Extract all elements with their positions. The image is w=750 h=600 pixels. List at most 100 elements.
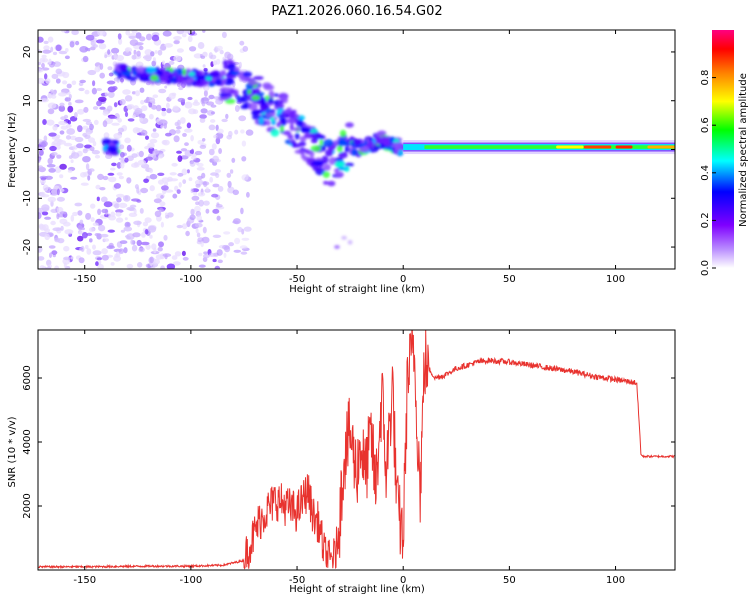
noise-blob xyxy=(175,129,181,134)
noise-blob xyxy=(51,73,59,80)
noise-blob xyxy=(217,185,224,192)
noise-blob xyxy=(49,252,52,258)
noise-blob xyxy=(44,233,50,241)
noise-blob xyxy=(70,159,74,163)
noise-blob xyxy=(52,51,58,56)
noise-blob xyxy=(179,117,186,124)
noise-blob xyxy=(176,48,184,53)
noise-blob xyxy=(103,132,110,139)
noise-blob xyxy=(43,40,49,45)
noise-blob xyxy=(63,114,69,119)
noise-blob xyxy=(145,244,151,250)
ridge-blob xyxy=(338,151,348,159)
noise-blob xyxy=(189,161,196,167)
noise-blob xyxy=(108,72,114,77)
noise-blob xyxy=(131,30,138,34)
band-core xyxy=(424,145,675,149)
noise-blob xyxy=(82,156,91,163)
noise-blob xyxy=(159,201,166,207)
noise-blob xyxy=(94,154,101,159)
ridge-blob xyxy=(118,63,129,71)
noise-blob xyxy=(79,46,89,53)
noise-blob xyxy=(166,102,170,109)
ridge-blob xyxy=(263,84,275,91)
snr-xtick-label: -50 xyxy=(289,575,305,586)
noise-blob xyxy=(202,226,207,234)
ridge-blob xyxy=(270,128,280,137)
ridge-blob xyxy=(336,145,343,153)
noise-blob xyxy=(78,87,85,92)
ridge-blob xyxy=(347,239,353,245)
noise-blob xyxy=(68,102,72,106)
noise-blob xyxy=(104,54,108,59)
noise-blob xyxy=(92,141,97,147)
noise-blob xyxy=(190,135,194,142)
noise-blob xyxy=(201,236,210,244)
noise-blob xyxy=(63,256,71,261)
noise-blob xyxy=(88,168,95,172)
noise-blob xyxy=(160,265,165,269)
noise-blob xyxy=(41,211,49,216)
noise-blob xyxy=(107,66,113,71)
snr-xtick-label: 50 xyxy=(503,575,516,586)
noise-blob xyxy=(110,262,115,266)
noise-blob xyxy=(194,222,203,228)
ridge-blob xyxy=(277,103,285,109)
noise-blob xyxy=(149,138,158,144)
ridge-blob xyxy=(344,162,354,167)
ridge-blob xyxy=(248,80,258,86)
noise-blob xyxy=(200,241,204,248)
noise-blob xyxy=(181,33,187,38)
ridge-blob xyxy=(204,76,213,81)
noise-blob xyxy=(38,61,41,66)
noise-blob xyxy=(199,144,207,149)
noise-blob xyxy=(118,175,124,180)
noise-blob xyxy=(99,72,105,79)
noise-blob xyxy=(102,175,109,181)
noise-blob xyxy=(48,58,52,65)
noise-blob xyxy=(152,94,159,98)
spectrogram-ytick-label: -20 xyxy=(22,239,33,255)
noise-blob xyxy=(51,136,60,140)
noise-blob xyxy=(145,135,149,140)
noise-blob xyxy=(201,172,206,179)
snr-ylabel: SNR (10 * v/v) xyxy=(7,416,18,487)
carrier-band xyxy=(403,140,675,155)
noise-blob xyxy=(113,132,123,139)
noise-blob xyxy=(80,182,89,186)
ridge-blob xyxy=(270,117,275,122)
noise-blob xyxy=(123,226,133,232)
noise-blob xyxy=(155,254,164,260)
ridge-blob xyxy=(284,139,293,145)
ridge-blob xyxy=(291,140,296,148)
noise-blob xyxy=(59,163,67,170)
noise-blob xyxy=(74,112,78,118)
noise-blob xyxy=(195,227,199,234)
noise-blob xyxy=(38,246,43,253)
snr-line xyxy=(38,330,675,570)
noise-blob xyxy=(39,57,46,63)
noise-blob xyxy=(208,124,216,131)
noise-blob xyxy=(106,105,113,112)
noise-blob xyxy=(58,50,68,55)
noise-blob xyxy=(51,250,58,255)
noise-blob xyxy=(117,127,125,133)
noise-blob xyxy=(139,208,144,214)
noise-blob xyxy=(237,226,243,233)
noise-blob xyxy=(142,221,149,227)
noise-blob xyxy=(241,156,247,162)
noise-blob xyxy=(41,141,46,148)
band-hotspot xyxy=(556,145,584,149)
noise-blob xyxy=(173,55,182,62)
noise-blob xyxy=(210,104,217,108)
noise-blob xyxy=(103,238,110,242)
noise-blob xyxy=(110,167,116,171)
ridge-blob xyxy=(323,180,329,185)
noise-blob xyxy=(91,150,100,155)
ridge-blob xyxy=(278,99,284,104)
noise-blob xyxy=(96,257,103,261)
noise-blob xyxy=(38,256,45,261)
noise-blob xyxy=(50,220,56,226)
ridge-blob xyxy=(345,122,354,128)
noise-blob xyxy=(152,57,156,62)
